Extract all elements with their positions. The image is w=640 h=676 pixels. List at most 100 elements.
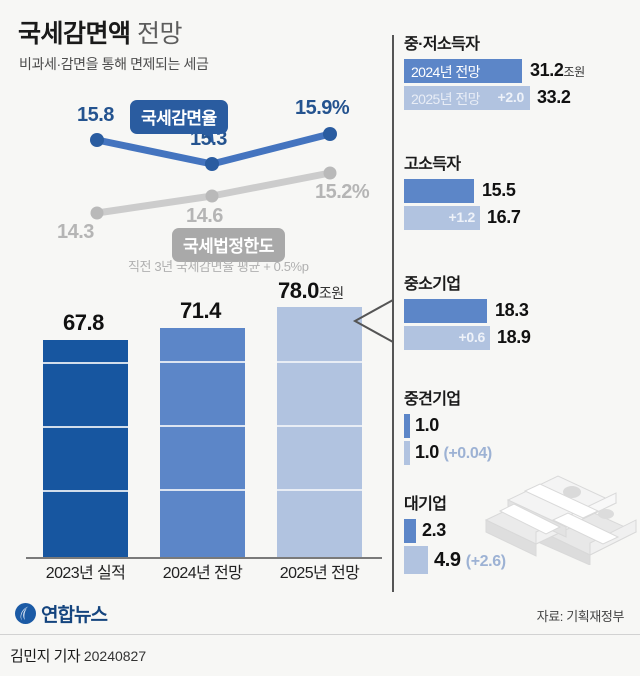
- group-small-business-bar-2025: +0.6: [404, 326, 490, 350]
- group-small-business-row-2024: 18.3: [404, 299, 529, 323]
- legal-limit-label-2025: 15.2%: [315, 181, 370, 203]
- reduction-rate-point-2024: [205, 157, 219, 171]
- legal-limit-point-2024: [205, 189, 219, 203]
- beneficiary-panel: 중·저소득자 2024년 전망 31.2조원 2025년 전망 +2.0 33.…: [400, 30, 640, 590]
- reduction-rate-point-2025: [323, 127, 337, 141]
- page-title: 국세감면액 전망: [18, 14, 182, 50]
- group-large-business-value-2024-number: 2.3: [422, 520, 446, 540]
- group-small-business-value-2024: 18.3: [495, 300, 529, 321]
- reduction-rate-point-2023: [90, 133, 104, 147]
- group-large-business-row-2024: 2.3: [404, 519, 446, 543]
- group-low-mid-income-delta: +2.0: [497, 89, 525, 105]
- group-low-mid-income-bar-2025: 2025년 전망 +2.0: [404, 86, 530, 110]
- group-high-income-delta: +1.2: [448, 209, 476, 225]
- group-small-business-value-2025: 18.9: [497, 327, 531, 348]
- group-low-mid-income-bar-2024: 2024년 전망: [404, 59, 522, 83]
- group-midsize-business: 중견기업 1.0 1.0 (+0.04): [404, 385, 492, 468]
- group-high-income-bar-2024: [404, 179, 474, 203]
- line-chart: 15.8 15.3 15.9% 14.3 14.6 15.2% 국세감면율 국세…: [0, 88, 390, 288]
- group-small-business-row-2025: +0.6 18.9: [404, 326, 531, 350]
- legal-limit-label-2024: 14.6: [186, 205, 223, 227]
- group-low-mid-income-value-2024-number: 31.2: [530, 60, 564, 80]
- group-large-business-bar-2025: [404, 546, 428, 574]
- group-midsize-business-bar-2024: [404, 414, 410, 438]
- group-large-business-value-2024: 2.3: [422, 520, 446, 541]
- group-small-business: 중소기업 18.3 +0.6 18.9: [404, 270, 531, 353]
- group-large-business: 대기업 2.3 4.9 (+2.6): [404, 490, 506, 579]
- bar-2024: [160, 328, 245, 559]
- group-low-mid-income-bar-2025-label: 2025년 전망: [411, 91, 480, 107]
- reduction-rate-label-2023: 15.8: [77, 104, 114, 126]
- byline: 김민지 기자 20240827: [10, 645, 146, 666]
- yonhap-logo-icon: [15, 603, 36, 624]
- panel-pointer-icon: [352, 299, 394, 343]
- group-low-mid-income: 중·저소득자 2024년 전망 31.2조원 2025년 전망 +2.0 33.…: [404, 30, 585, 113]
- bar-2024-seg-2: [160, 425, 245, 427]
- page-title-light: 전망: [136, 20, 183, 48]
- group-large-business-delta: (+2.6): [465, 553, 506, 570]
- group-high-income-value-2024-number: 15.5: [482, 180, 516, 200]
- group-low-mid-income-bar-2024-label: 2024년 전망: [411, 64, 480, 80]
- reduction-rate-label-2025: 15.9%: [295, 97, 350, 119]
- panel-divider: [392, 35, 394, 592]
- bar-chart-axis: [26, 557, 382, 559]
- group-midsize-business-value-2025-number: 1.0: [415, 442, 439, 462]
- group-large-business-value-2025-number: 4.9: [434, 549, 461, 571]
- legal-limit-point-2023: [90, 206, 104, 220]
- group-low-mid-income-value-2025: 33.2: [537, 87, 571, 108]
- group-large-business-row-2025: 4.9 (+2.6): [404, 546, 506, 576]
- legal-limit-note: 직전 3년 국세감면율 평균 + 0.5%p: [128, 259, 309, 274]
- yonhap-logo: 연합뉴스: [14, 600, 108, 627]
- group-large-business-value-2025: 4.9 (+2.6): [434, 549, 506, 572]
- group-high-income-value-2025: 16.7: [487, 207, 521, 228]
- bar-category-2024: 2024년 전망: [162, 565, 243, 582]
- legal-limit-point-2025: [323, 166, 337, 180]
- source-label: 자료: 기획재정부: [536, 609, 625, 624]
- group-small-business-value-2025-number: 18.9: [497, 327, 531, 347]
- group-midsize-business-bar-2025: [404, 441, 410, 465]
- group-small-business-title: 중소기업: [404, 276, 461, 293]
- bar-2024-value-number: 71.4: [180, 298, 221, 323]
- bar-2025-value-unit: 조원: [318, 285, 344, 301]
- bar-2025-seg-3: [277, 489, 362, 491]
- group-midsize-business-value-2025: 1.0 (+0.04): [415, 442, 492, 463]
- bar-2025-seg-2: [277, 425, 362, 427]
- bar-2023-value-number: 67.8: [63, 310, 104, 335]
- bar-chart: 67.8 71.4 78.0조원 2023년 실적 2024년 전망 2025년…: [0, 278, 390, 585]
- group-midsize-business-row-2024: 1.0: [404, 414, 460, 438]
- bar-2023-seg-2: [43, 426, 128, 428]
- group-large-business-bar-2024: [404, 519, 416, 543]
- group-high-income-bar-2025: +1.2: [404, 206, 480, 230]
- bar-2025-value-number: 78.0: [278, 278, 319, 303]
- reduction-rate-badge: 국세감면율: [130, 100, 228, 134]
- group-midsize-business-title: 중견기업: [404, 391, 461, 408]
- byline-reporter: 김민지 기자: [10, 648, 81, 665]
- group-high-income-row-2025: +1.2 16.7: [404, 206, 521, 230]
- group-low-mid-income-title: 중·저소득자: [404, 36, 480, 53]
- group-large-business-title: 대기업: [404, 496, 447, 513]
- page-subtitle: 비과세·감면을 통해 면제되는 세금: [19, 56, 209, 72]
- group-small-business-value-2024-number: 18.3: [495, 300, 529, 320]
- bar-2023-seg-1: [43, 362, 128, 364]
- group-high-income-title: 고소득자: [404, 156, 461, 173]
- bar-2023-value: 67.8: [63, 310, 104, 336]
- group-small-business-bar-2024: [404, 299, 487, 323]
- money-stack-icon: [484, 475, 638, 565]
- byline-date: 20240827: [83, 648, 147, 664]
- group-low-mid-income-row-2025: 2025년 전망 +2.0 33.2: [404, 86, 571, 110]
- page-title-bold: 국세감면액: [18, 20, 131, 48]
- group-high-income-value-2024: 15.5: [482, 180, 516, 201]
- bar-2024-seg-1: [160, 361, 245, 363]
- yonhap-logo-text: 연합뉴스: [41, 605, 108, 626]
- group-high-income-value-2025-number: 16.7: [487, 207, 521, 227]
- bar-category-2025: 2025년 전망: [279, 565, 360, 582]
- group-midsize-business-value-2024: 1.0: [415, 415, 439, 436]
- bar-2024-seg-3: [160, 489, 245, 491]
- bar-2023-seg-3: [43, 490, 128, 492]
- footer-divider: [0, 634, 640, 635]
- group-small-business-delta: +0.6: [458, 329, 486, 345]
- bar-2024-value: 71.4: [180, 298, 221, 324]
- bar-2025-value: 78.0조원: [278, 278, 344, 304]
- bar-category-2023: 2023년 실적: [45, 565, 126, 582]
